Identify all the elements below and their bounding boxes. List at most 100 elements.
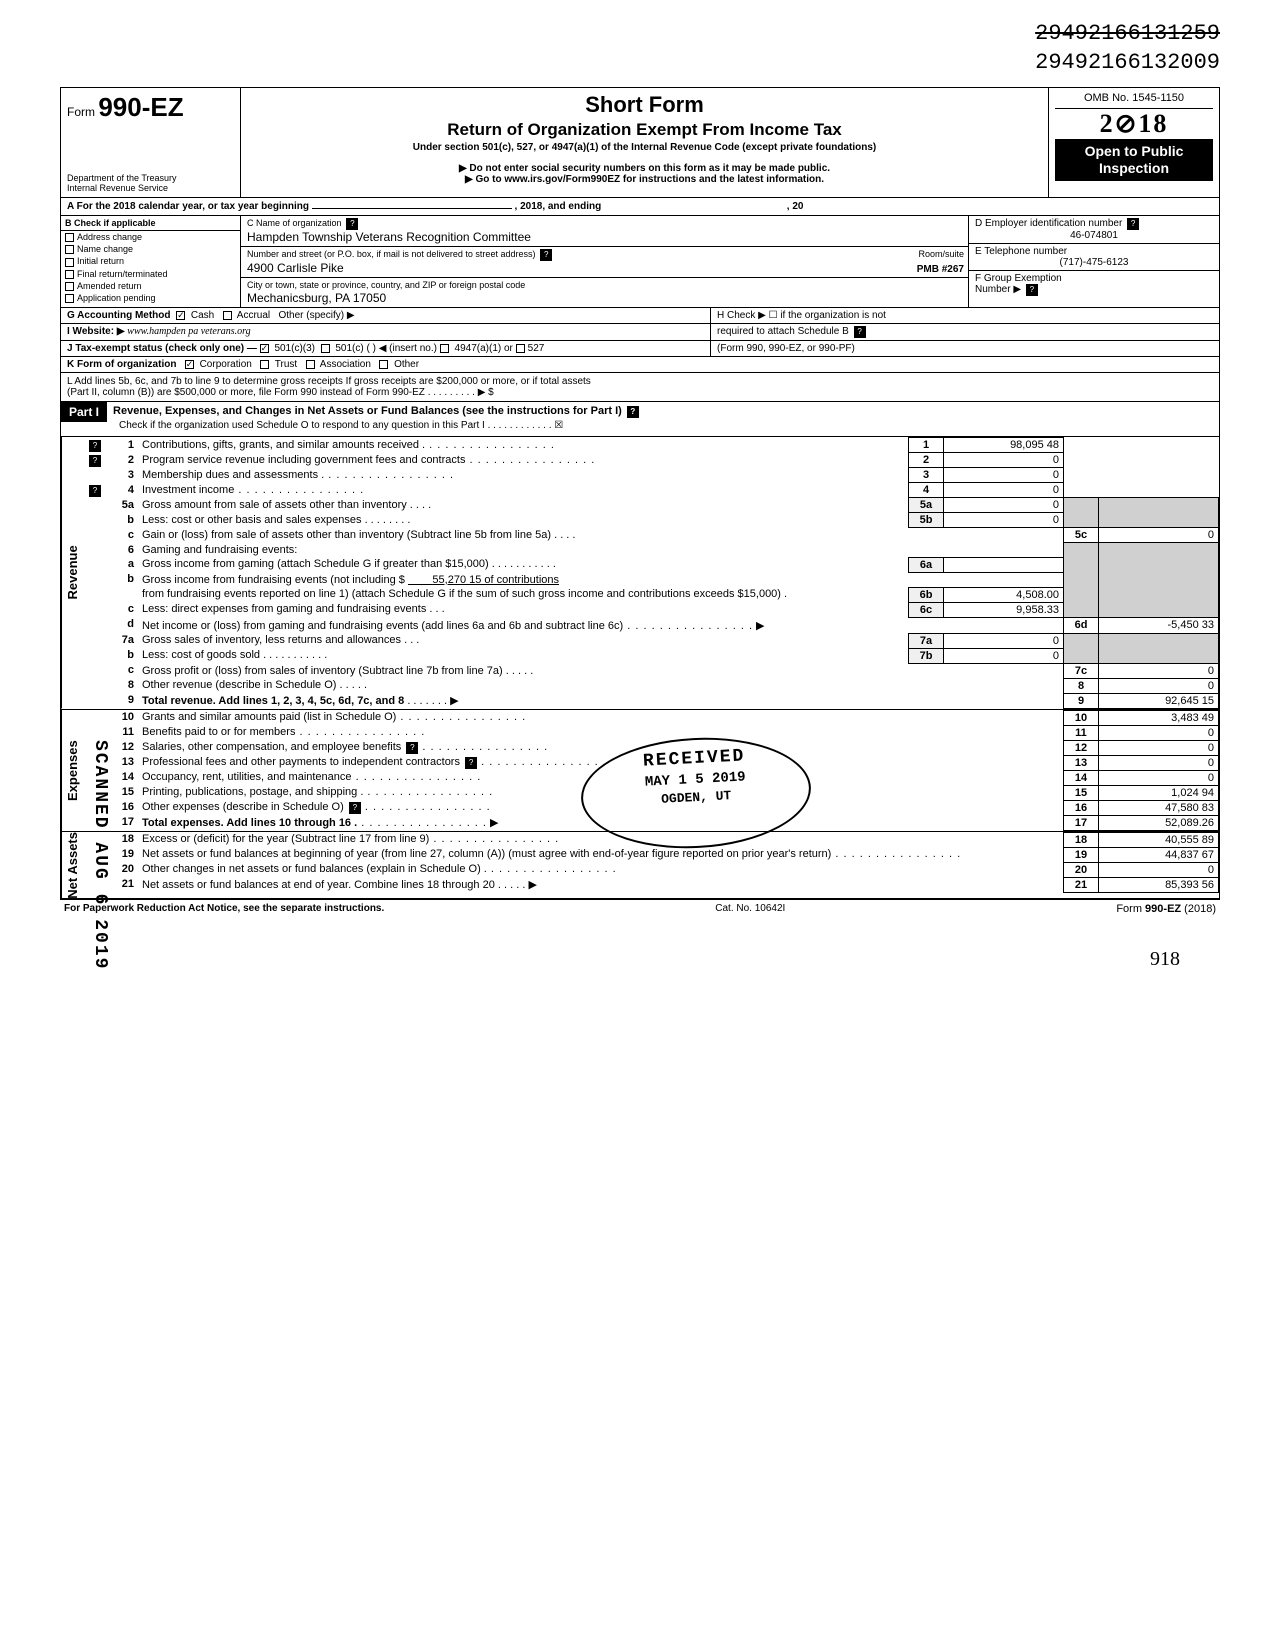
ln13-box: 13 <box>1064 755 1099 770</box>
cb-other-org[interactable] <box>379 360 388 369</box>
ln2-box: 2 <box>909 453 944 468</box>
ln13-desc: Professional fees and other payments to … <box>142 756 460 768</box>
ln20-box: 20 <box>1064 862 1099 877</box>
footer-left: For Paperwork Reduction Act Notice, see … <box>64 903 384 915</box>
lbl-501c3: 501(c)(3) <box>274 343 315 354</box>
ln6a-mb: 6a <box>909 557 944 572</box>
lbl-address: Address change <box>77 232 142 242</box>
short-form-title: Short Form <box>247 92 1042 118</box>
f-group-label: F Group Exemption <box>975 273 1062 284</box>
ln11-num: 11 <box>108 725 138 740</box>
ln6b-desc3: from fundraising events reported on line… <box>142 588 787 600</box>
section-b: B Check if applicable Address change Nam… <box>61 216 241 307</box>
grid-bcd: B Check if applicable Address change Nam… <box>60 216 1220 308</box>
lbl-amended: Amended return <box>77 281 142 291</box>
cb-4947[interactable] <box>440 344 449 353</box>
ln21-val: 85,393 56 <box>1099 877 1219 892</box>
expenses-section: Expenses RECEIVED MAY 1 5 2019 OGDEN, UT… <box>60 710 1220 832</box>
cb-address[interactable] <box>65 233 74 242</box>
ln7c-desc: Gross profit or (loss) from sales of inv… <box>142 665 503 677</box>
section-b-header: B Check if applicable <box>61 216 240 231</box>
help-icon: ? <box>89 455 101 467</box>
row-k: K Form of organization Corporation Trust… <box>60 357 1220 373</box>
help-icon: ? <box>406 742 418 754</box>
ln14-box: 14 <box>1064 770 1099 785</box>
help-icon: ? <box>540 249 552 261</box>
ln6c-mv: 9,958.33 <box>944 602 1064 617</box>
cb-501c[interactable] <box>321 344 330 353</box>
g-label: G Accounting Method <box>67 310 171 321</box>
ln20-num: 20 <box>108 862 138 877</box>
help-icon: ? <box>465 757 477 769</box>
ln14-val: 0 <box>1099 770 1219 785</box>
help-icon: ? <box>346 218 358 230</box>
form-number: Form 990-EZ <box>67 92 234 123</box>
lbl-501c: 501(c) ( <box>335 343 369 354</box>
ln6c-mb: 6c <box>909 602 944 617</box>
cb-final[interactable] <box>65 270 74 279</box>
ln6b-mb: 6b <box>909 587 944 602</box>
ln21-num: 21 <box>108 877 138 892</box>
lbl-accrual: Accrual <box>237 310 270 321</box>
ln6d-num: d <box>108 617 138 633</box>
cb-pending[interactable] <box>65 294 74 303</box>
help-icon: ? <box>854 326 866 338</box>
h-sched-b: required to attach Schedule B <box>717 326 849 337</box>
ln17-box: 17 <box>1064 815 1099 830</box>
cb-527[interactable] <box>516 344 525 353</box>
cb-assoc[interactable] <box>306 360 315 369</box>
ln5a-mb: 5a <box>909 498 944 513</box>
ln6d-desc: Net income or (loss) from gaming and fun… <box>142 620 623 632</box>
ln12-num: 12 <box>108 740 138 755</box>
row-l: L Add lines 5b, 6c, and 7b to line 9 to … <box>60 373 1220 402</box>
org-name: Hampden Township Veterans Recognition Co… <box>247 230 531 244</box>
ln7c-val: 0 <box>1099 663 1219 678</box>
ln11-val: 0 <box>1099 725 1219 740</box>
open-line1: Open to Public <box>1085 143 1184 159</box>
ln7b-num: b <box>108 648 138 663</box>
ln2-num: 2 <box>108 453 138 468</box>
ln8-box: 8 <box>1064 678 1099 693</box>
ln9-desc: Total revenue. Add lines 1, 2, 3, 4, 5c,… <box>142 695 404 707</box>
ln7a-mv: 0 <box>944 633 1064 648</box>
ln5c-box: 5c <box>1064 528 1099 543</box>
cb-cash[interactable] <box>176 311 185 320</box>
lbl-other-org: Other <box>394 359 419 370</box>
ln19-num: 19 <box>108 847 138 862</box>
ln17-val: 52,089.26 <box>1099 815 1219 830</box>
ln6b-amt: 55,270 15 of contributions <box>432 574 559 586</box>
ln6d-val: -5,450 33 <box>1099 617 1219 633</box>
ln11-box: 11 <box>1064 725 1099 740</box>
ln10-desc: Grants and similar amounts paid (list in… <box>142 711 396 723</box>
lbl-final: Final return/terminated <box>77 269 168 279</box>
org-pmb: PMB #267 <box>917 264 964 275</box>
ln5b-mb: 5b <box>909 513 944 528</box>
ln6a-num: a <box>108 557 138 572</box>
revenue-section: Revenue ?1Contributions, gifts, grants, … <box>60 437 1220 710</box>
cb-corp[interactable] <box>185 360 194 369</box>
lbl-insert: ) ◀ (insert no.) <box>373 343 437 354</box>
cb-initial[interactable] <box>65 258 74 267</box>
dept-treasury: Department of the Treasury <box>67 173 234 183</box>
ln1-val: 98,095 48 <box>944 438 1064 453</box>
f-group-num: Number ▶ <box>975 284 1021 295</box>
form-header: Form 990-EZ Department of the Treasury I… <box>60 87 1220 198</box>
cb-trust[interactable] <box>260 360 269 369</box>
ln20-desc: Other changes in net assets or fund bala… <box>142 863 487 875</box>
ln6c-desc: Less: direct expenses from gaming and fu… <box>142 603 426 615</box>
part1-header: Part I Revenue, Expenses, and Changes in… <box>60 402 1220 437</box>
cb-accrual[interactable] <box>223 311 232 320</box>
cb-name[interactable] <box>65 245 74 254</box>
ln5c-desc: Gain or (loss) from sale of assets other… <box>142 529 557 541</box>
help-icon: ? <box>349 802 361 814</box>
ln5b-num: b <box>108 513 138 528</box>
ln1-box: 1 <box>909 438 944 453</box>
cb-amended[interactable] <box>65 282 74 291</box>
ln21-box: 21 <box>1064 877 1099 892</box>
ln7c-box: 7c <box>1064 663 1099 678</box>
ln17-num: 17 <box>108 815 138 830</box>
cb-501c3[interactable] <box>260 344 269 353</box>
return-title: Return of Organization Exempt From Incom… <box>247 120 1042 140</box>
ln17-desc: Total expenses. Add lines 10 through 16 … <box>142 817 357 829</box>
row-j: J Tax-exempt status (check only one) — 5… <box>60 341 1220 357</box>
